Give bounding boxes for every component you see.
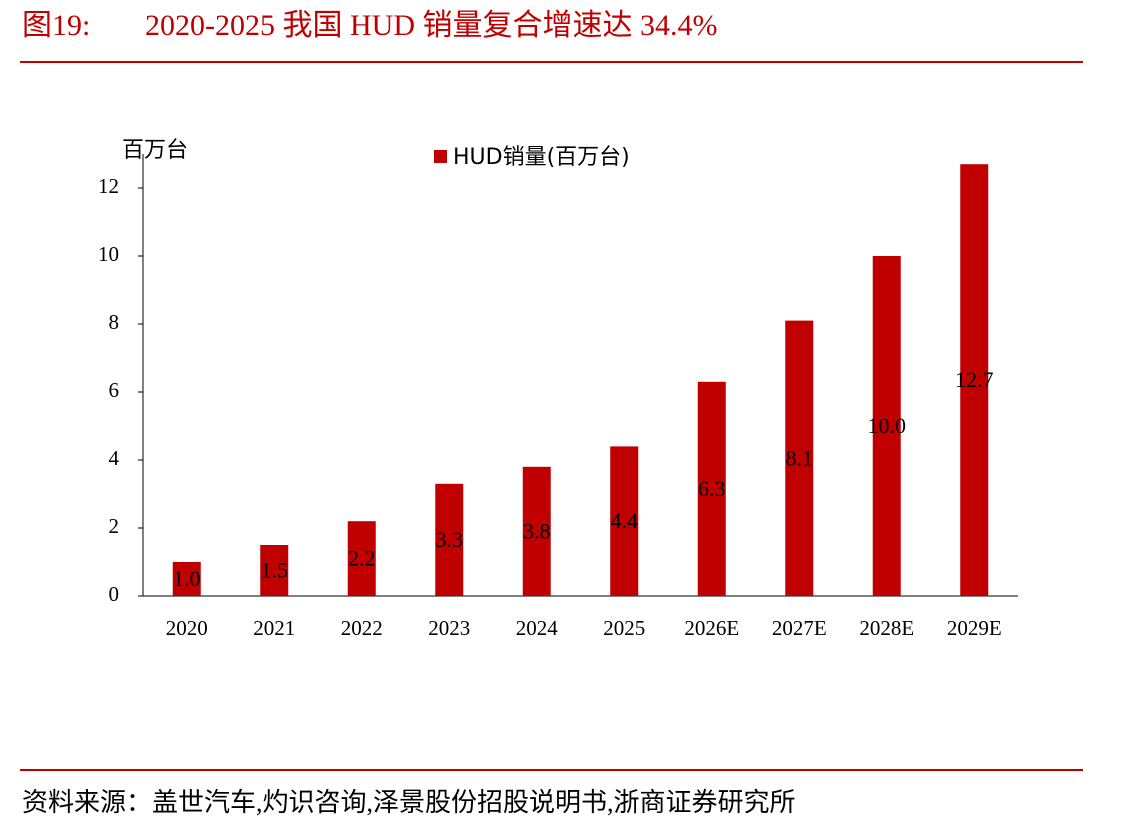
y-tick-label: 10 [98, 242, 119, 266]
x-tick-label: 2027E [772, 616, 827, 640]
x-tick-label: 2023 [428, 616, 470, 640]
x-tick-label: 2021 [253, 616, 295, 640]
x-tick-label: 2029E [947, 616, 1002, 640]
bar [697, 381, 726, 596]
y-tick-label: 4 [109, 446, 120, 470]
value-label: 2.2 [348, 546, 376, 571]
x-tick-label: 2026E [684, 616, 739, 640]
y-axis-unit: 百万台 [122, 138, 188, 163]
y-tick-label: 8 [109, 310, 120, 334]
chart-title: 2020-2025 我国 HUD 销量复合增速达 34.4% [145, 9, 717, 42]
bar [960, 164, 989, 596]
x-tick-label: 2024 [516, 616, 559, 640]
bar [872, 256, 901, 596]
x-tick-label: 2025 [603, 616, 645, 640]
legend-label: HUD销量(百万台) [453, 145, 630, 170]
bar [610, 446, 639, 596]
value-label: 6.3 [698, 476, 726, 501]
bar [260, 545, 289, 596]
bar [347, 521, 376, 596]
y-tick-label: 2 [109, 514, 120, 538]
bar [172, 562, 201, 596]
y-tick-label: 12 [98, 174, 119, 198]
y-tick-label: 6 [109, 378, 120, 402]
x-tick-label: 2028E [859, 616, 914, 640]
value-label: 12.7 [955, 367, 994, 392]
value-label: 1.5 [261, 558, 289, 583]
source: 资料来源：盖世汽车,灼识咨询,泽景股份招股说明书,浙商证券研究所 [22, 788, 796, 817]
bar [785, 320, 814, 596]
figure-label: 图19: [22, 9, 90, 42]
value-label: 3.8 [523, 518, 551, 543]
bar [522, 466, 551, 596]
x-tick-label: 2022 [341, 616, 383, 640]
value-label: 3.3 [436, 527, 464, 552]
legend-swatch [434, 150, 447, 163]
bar [435, 483, 464, 596]
value-label: 4.4 [611, 508, 639, 533]
value-label: 10.0 [868, 413, 907, 438]
value-label: 8.1 [786, 445, 814, 470]
x-tick-label: 2020 [166, 616, 208, 640]
y-tick-label: 0 [109, 582, 120, 606]
value-label: 1.0 [173, 566, 201, 591]
